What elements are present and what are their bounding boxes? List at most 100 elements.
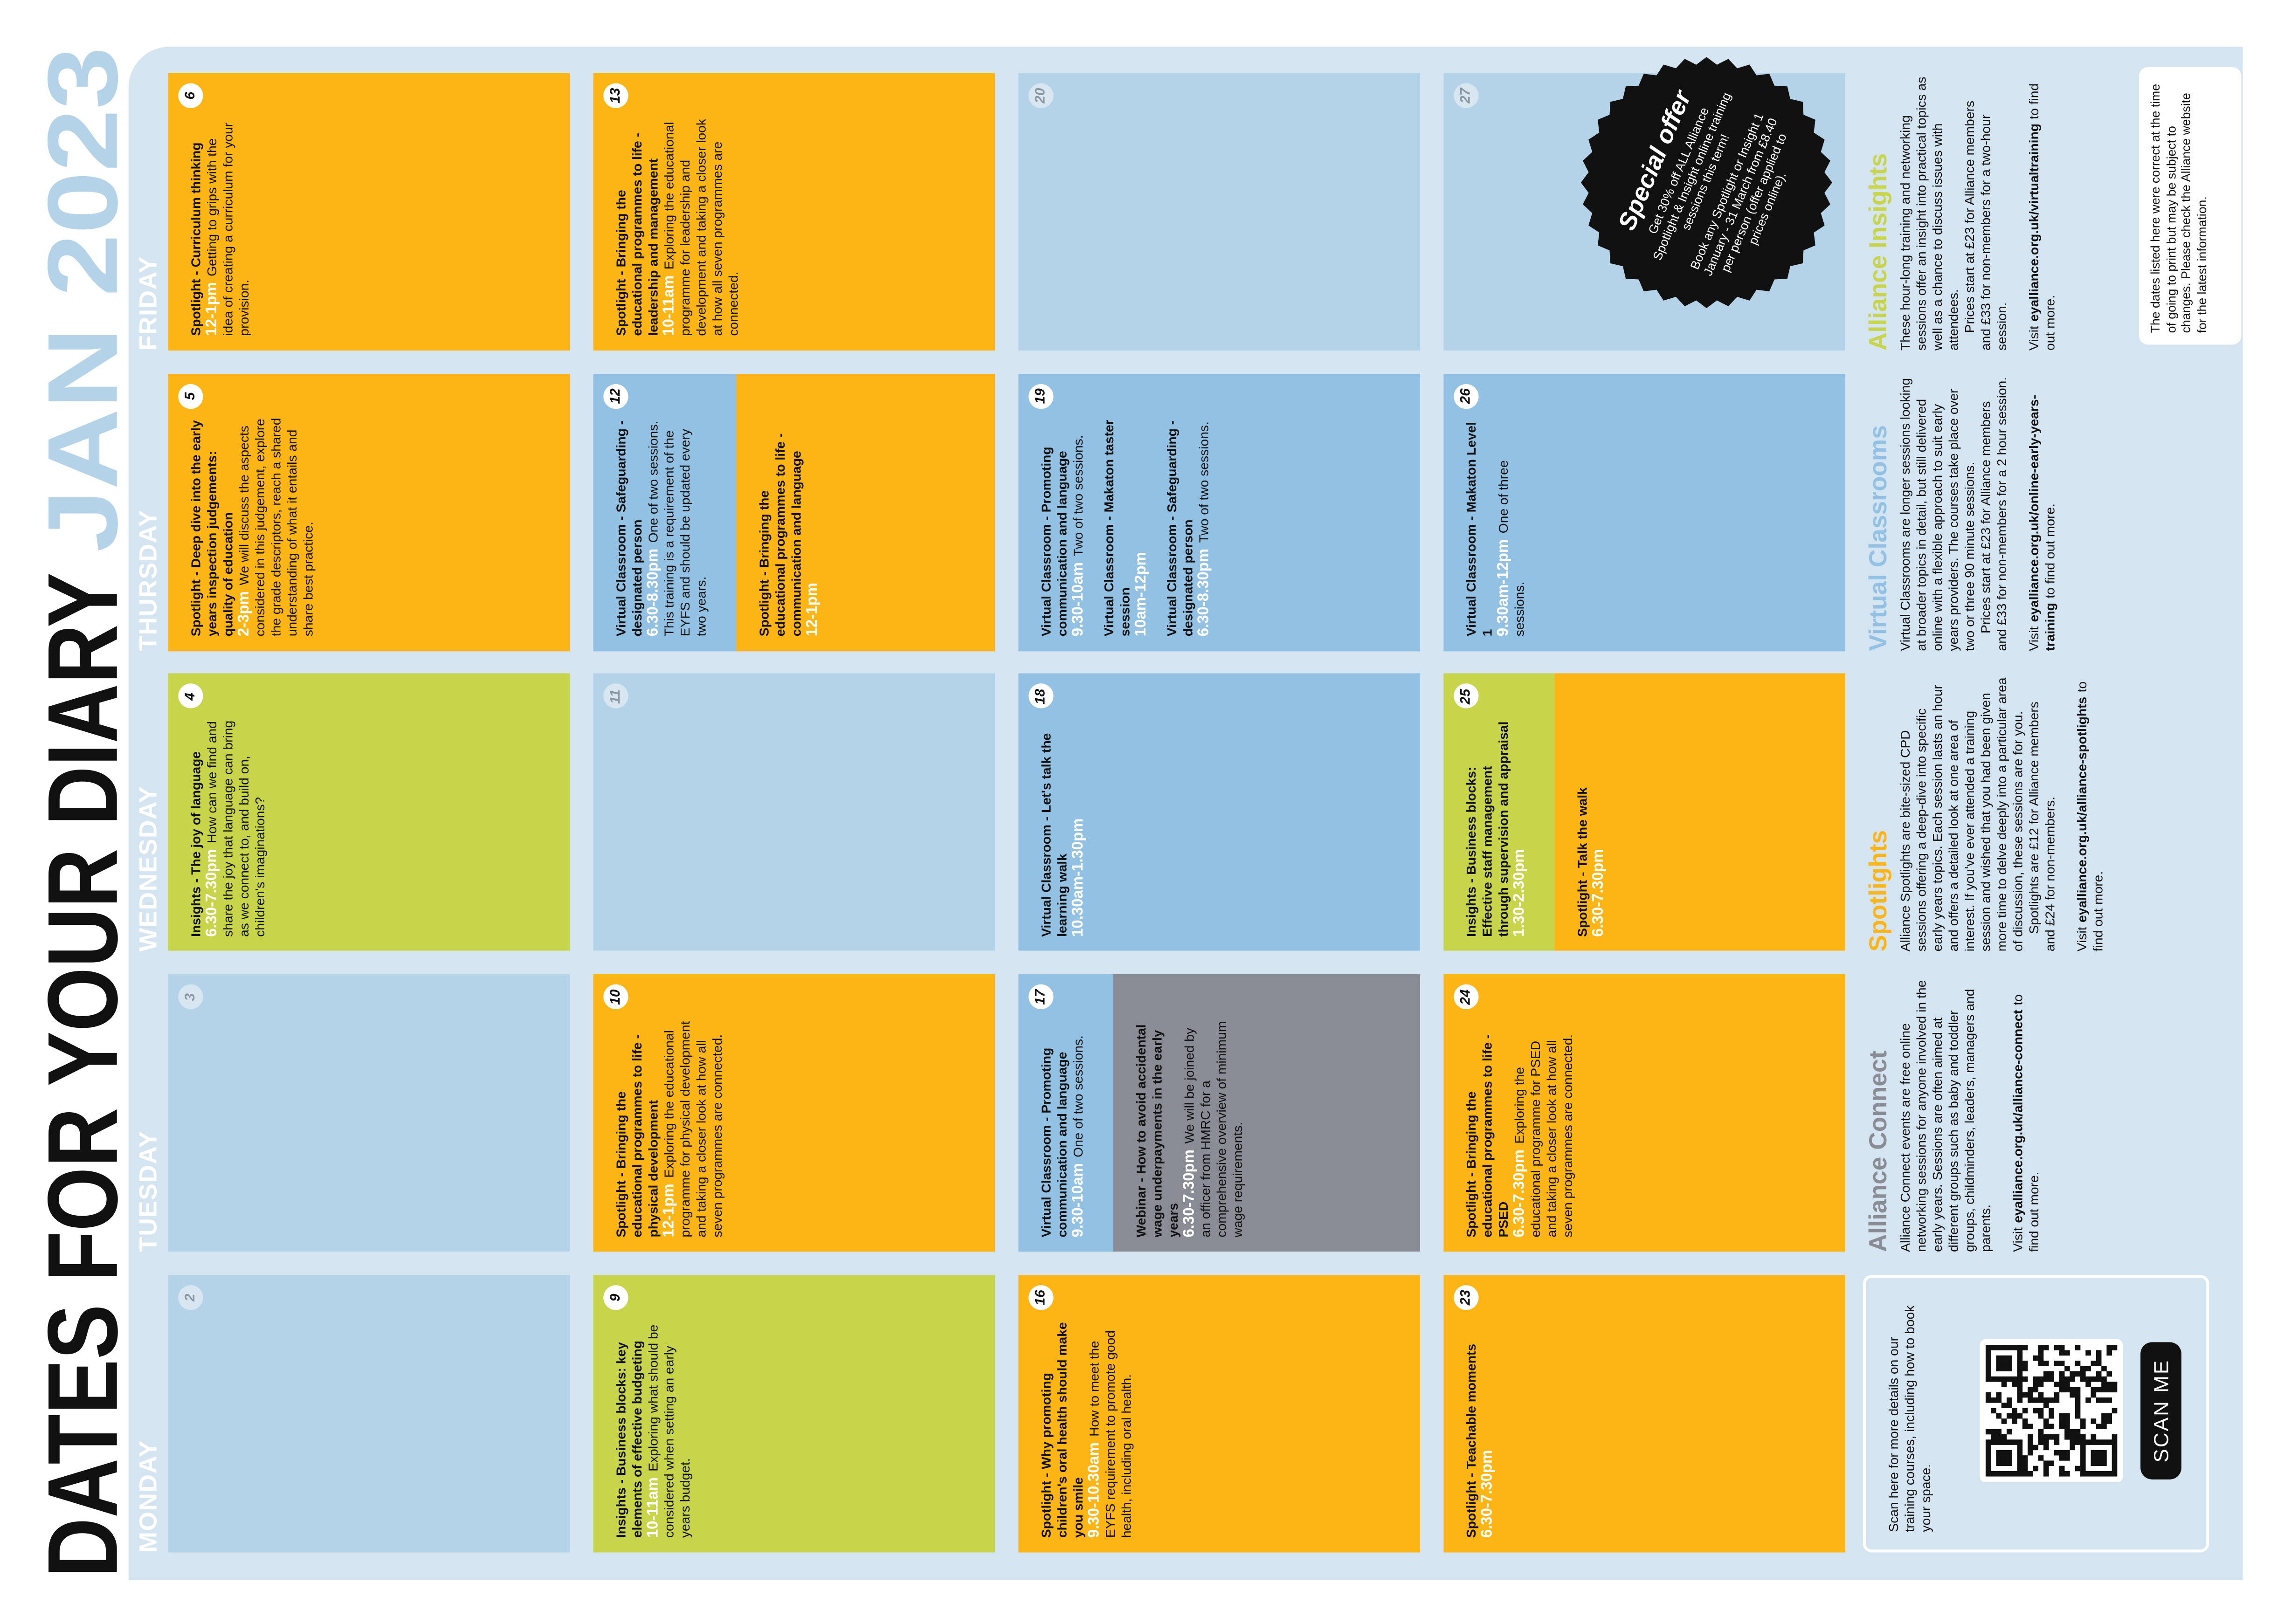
qr-module — [2059, 1424, 2065, 1430]
qr-module — [1991, 1345, 1996, 1350]
qr-module — [2085, 1397, 2091, 1403]
info-heading: Virtual Classrooms — [1864, 425, 1892, 651]
qr-module — [2075, 1397, 2081, 1403]
qr-module — [2059, 1413, 2065, 1419]
cell-part — [593, 674, 995, 952]
qr-module — [1985, 1439, 1991, 1445]
session-description: Two of two sessions. — [1196, 421, 1212, 543]
day-cell: Virtual Classroom - Promoting communicat… — [1018, 373, 1421, 651]
session-title: Spotlight - Bringing the educational pro… — [614, 133, 661, 336]
qr-module — [2038, 1397, 2044, 1403]
qr-module — [2059, 1350, 2065, 1356]
qr-module — [2096, 1371, 2102, 1377]
cell-part — [168, 1275, 570, 1553]
session-time: 1.30-2.30pm — [1511, 849, 1529, 937]
qr-module — [2043, 1466, 2049, 1472]
day-cell: Virtual Classroom - Promoting communicat… — [1018, 974, 1421, 1252]
qr-module — [2096, 1361, 2102, 1366]
qr-module — [2091, 1450, 2097, 1456]
info-section: Alliance Connect Alliance Connect events … — [1864, 977, 2043, 1252]
qr-module — [2096, 1376, 2102, 1382]
session-time: 10-11am — [644, 1477, 662, 1538]
session-time: 2-3pm — [235, 591, 253, 637]
qr-module — [2064, 1382, 2070, 1387]
qr-module — [2038, 1408, 2044, 1414]
qr-module — [2091, 1361, 2097, 1366]
session-time: 10-11am — [660, 275, 678, 336]
qr-module — [2101, 1366, 2107, 1371]
qr-module — [2080, 1371, 2086, 1377]
day-cell: 11 — [593, 674, 995, 952]
qr-module — [2017, 1361, 2023, 1366]
qr-module — [2017, 1445, 2023, 1451]
cell-part: Virtual Classroom - Let's talk the learn… — [1018, 674, 1421, 952]
qr-module — [2070, 1439, 2076, 1445]
qr-module — [1996, 1429, 2002, 1435]
qr-module — [2112, 1466, 2118, 1472]
cell-part: Spotlight - Talk the walk 6.30-7.30pm — [1554, 674, 1846, 952]
session-time: 10.30am-1.30pm — [1070, 818, 1087, 937]
qr-module — [2064, 1434, 2070, 1440]
qr-module — [2028, 1434, 2033, 1440]
qr-module — [2101, 1376, 2107, 1382]
session-body: 10-11amExploring the educational program… — [660, 117, 742, 336]
qr-module — [1985, 1361, 1991, 1366]
qr-module — [2049, 1408, 2054, 1414]
qr-module — [2007, 1413, 2012, 1419]
session-title: Insights - The joy of language — [188, 751, 203, 937]
qr-module — [2080, 1471, 2086, 1477]
day-cell: 3 — [168, 974, 570, 1252]
qr-module — [2033, 1445, 2039, 1451]
qr-module — [2106, 1397, 2112, 1403]
qr-module — [2106, 1350, 2112, 1356]
qr-module — [2043, 1460, 2049, 1466]
session-description: Two of two sessions. — [1071, 435, 1086, 557]
session-body: 6.30-8.30pmOne of two sessions. This tra… — [644, 417, 710, 637]
qr-module — [2080, 1439, 2086, 1445]
qr-module — [2043, 1439, 2049, 1445]
session-title: Insights - Business blocks: Effective st… — [1464, 721, 1511, 937]
session-title: Spotlight - Bringing the educational pro… — [614, 1034, 661, 1238]
qr-module — [1991, 1439, 1996, 1445]
qr-module — [2059, 1376, 2065, 1382]
qr-module — [1996, 1361, 2002, 1366]
qr-module — [2112, 1471, 2118, 1477]
session-title: Virtual Classroom - Makaton Level 1 — [1464, 422, 1495, 637]
day-number: 9 — [603, 1285, 628, 1310]
session-body: 12-1pmExploring the educational programm… — [661, 1018, 726, 1238]
scan-me-label: SCAN ME — [2149, 1359, 2173, 1463]
qr-module — [2038, 1413, 2044, 1419]
day-cell: Spotlight - Bringing the educational pro… — [1443, 974, 1846, 1252]
qr-module — [2033, 1397, 2039, 1403]
qr-module — [2085, 1439, 2091, 1445]
day-label: TUESDAY — [134, 1130, 162, 1252]
qr-module — [1996, 1397, 2002, 1403]
day-cell: Virtual Classroom - Let's talk the learn… — [1018, 674, 1421, 952]
qr-module — [2070, 1371, 2076, 1377]
session: Spotlight - Bringing the educational pro… — [614, 1018, 726, 1238]
qr-module — [2075, 1403, 2081, 1408]
qr-module — [2012, 1418, 2017, 1424]
visit-pre: Visit — [2026, 626, 2042, 651]
qr-module — [2064, 1455, 2070, 1461]
session: Virtual Classroom - Makaton Level 1 9.30a… — [1464, 417, 1528, 636]
qr-module — [2091, 1460, 2097, 1466]
session-title: Insights - Business blocks: key elements… — [614, 1341, 645, 1538]
session-body: 10-11amExploring what should be consider… — [644, 1319, 694, 1538]
qr-module — [2101, 1413, 2107, 1419]
cell-part: Spotlight - Bringing the educational pro… — [593, 974, 995, 1252]
qr-module — [2007, 1397, 2012, 1403]
info-paragraph: Alliance Spotlights are bite-sized CPD s… — [1898, 677, 2025, 952]
session: Insights - Business blocks: key elements… — [614, 1319, 694, 1538]
qr-module — [2096, 1424, 2102, 1430]
qr-module — [1985, 1376, 1991, 1382]
session-body: 12-1pm — [804, 417, 821, 636]
session-time: 9.30-10.30am — [1085, 1442, 1104, 1538]
qr-module — [1996, 1413, 2002, 1419]
qr-module — [1996, 1439, 2002, 1445]
info-visit: Visiteyalliance.org.uk/online-early-year… — [2027, 377, 2059, 651]
qr-module — [2033, 1387, 2039, 1393]
qr-module — [2033, 1466, 2039, 1472]
qr-module — [2070, 1387, 2076, 1393]
session-body: 9.30am-12pmOne of three sessions. — [1495, 417, 1528, 636]
